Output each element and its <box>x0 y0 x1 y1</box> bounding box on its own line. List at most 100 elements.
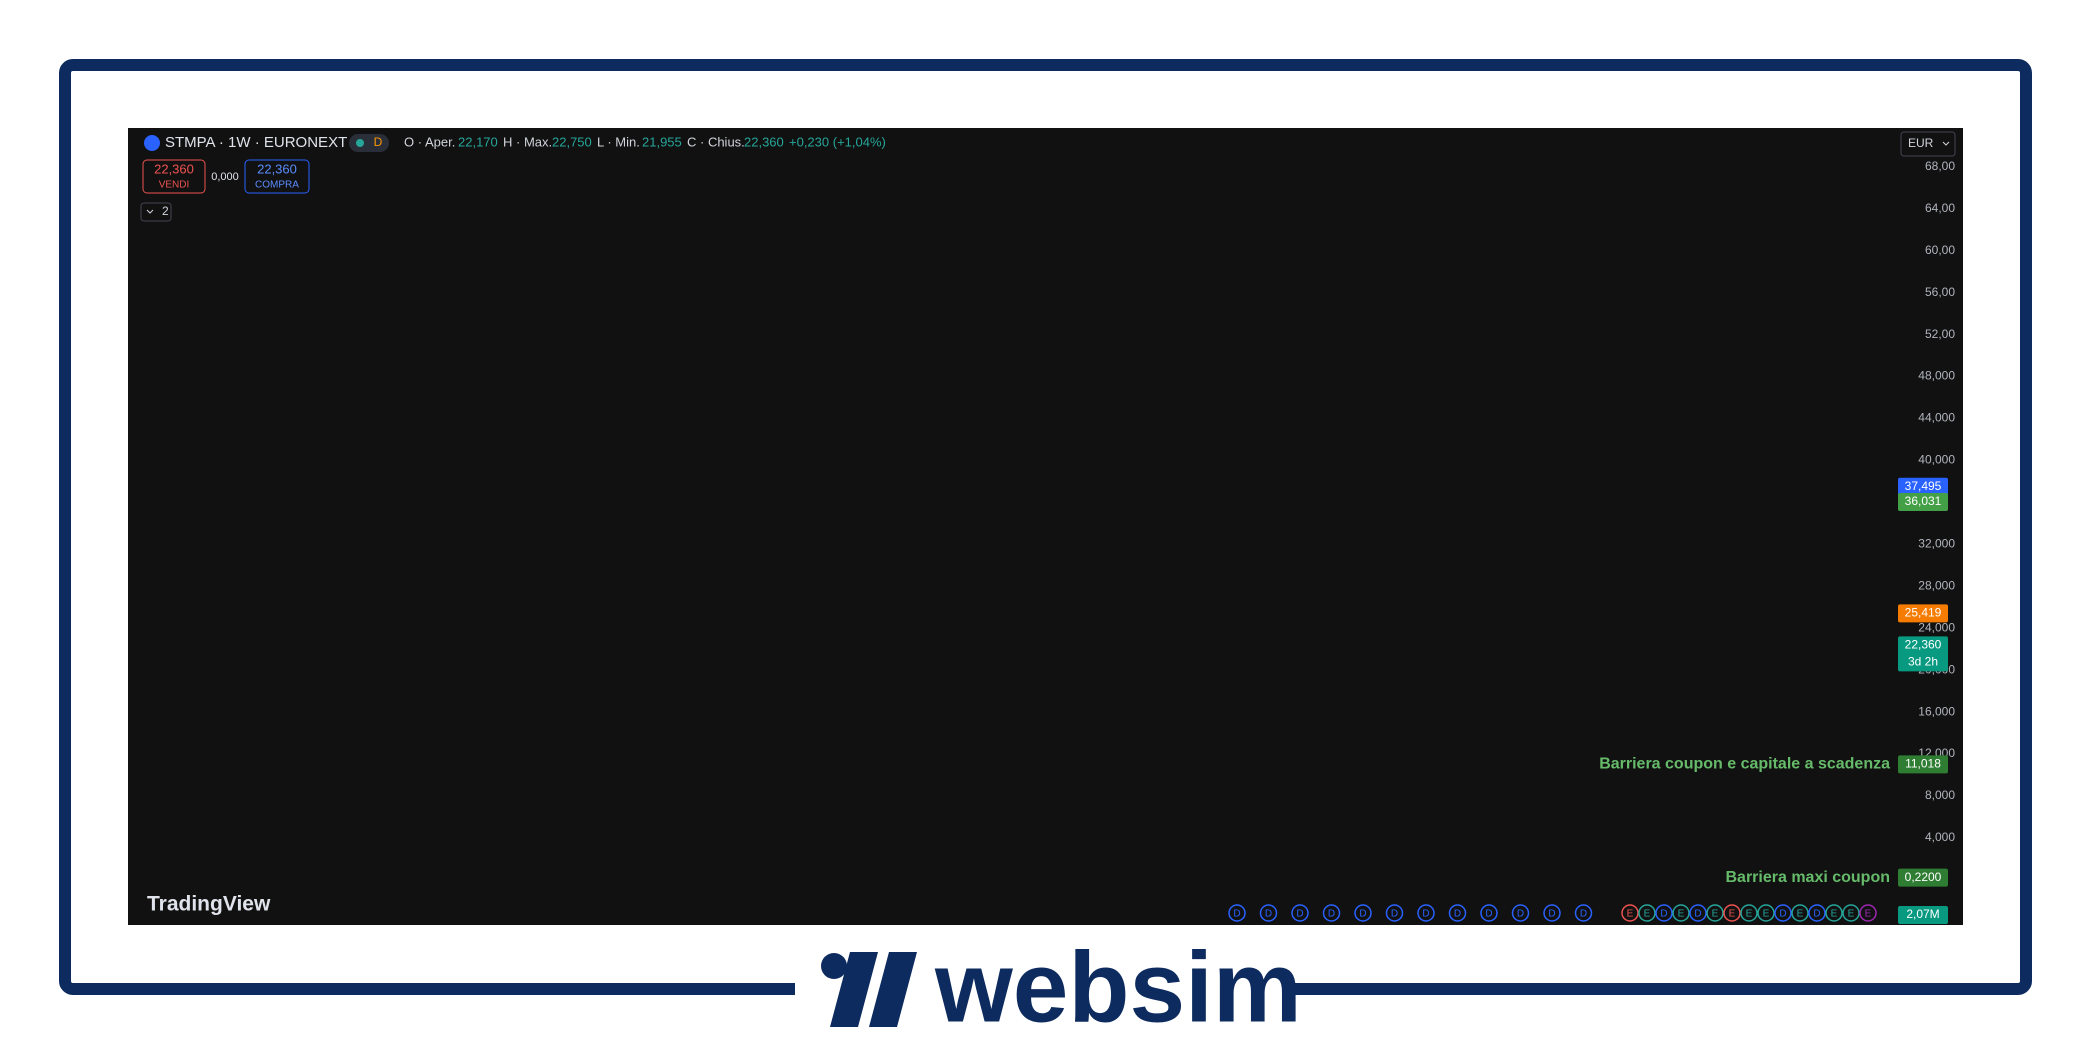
chevron <box>146 209 154 214</box>
event-icon[interactable] <box>1448 904 1467 922</box>
event-icon[interactable] <box>1259 904 1278 922</box>
event-letter: D <box>1694 909 1701 920</box>
event-icon[interactable] <box>1672 904 1690 922</box>
axis-value-label: 25,419 <box>1905 606 1942 620</box>
event-letter: D <box>1548 909 1555 920</box>
y-tick-label: 60,00 <box>1925 243 1955 257</box>
axis-value-label: 22,360 <box>1905 638 1942 652</box>
ohlc-label: L · Min. <box>597 134 640 149</box>
axis-value-box <box>1898 906 1948 924</box>
indicators-count: 2 <box>162 204 169 218</box>
event-letter: E <box>1848 909 1855 920</box>
event-icon[interactable] <box>1322 904 1341 922</box>
ohlc-label: C · Chius. <box>687 134 745 149</box>
y-tick-label: 4,000 <box>1925 830 1955 844</box>
event-icon[interactable] <box>1638 904 1656 922</box>
axis-value-box <box>1898 493 1948 512</box>
ohlc-label: O · Aper. <box>404 134 455 149</box>
ohlc-value: 22,170 <box>458 134 498 149</box>
axis-value-box <box>1898 477 1948 496</box>
event-icon[interactable] <box>1511 904 1530 922</box>
event-icon[interactable] <box>1723 904 1741 922</box>
currency-button[interactable] <box>1900 131 1956 157</box>
spread: 0,000 <box>211 171 239 183</box>
event-icon[interactable] <box>1791 904 1809 922</box>
websim-brand: websim <box>934 931 1302 1043</box>
event-letter: D <box>1454 909 1461 920</box>
event-icon[interactable] <box>1808 904 1826 922</box>
event-icon[interactable] <box>1655 904 1673 922</box>
currency: EUR <box>1908 136 1934 150</box>
axis-value-label: 0,2200 <box>1905 870 1942 884</box>
event-letter: D <box>1265 909 1272 920</box>
toolbar: STMPA · 1W · EURONEXT D O · Aper. 22,170… <box>140 131 1956 916</box>
chart-background <box>128 128 1963 925</box>
axis-value-label: 37,495 <box>1905 479 1942 493</box>
buy-label: COMPRA <box>255 180 299 191</box>
event-letter: E <box>1729 909 1736 920</box>
event-icon[interactable] <box>1706 904 1724 922</box>
buy-price: 22,360 <box>257 161 297 176</box>
event-icon[interactable] <box>1354 904 1372 922</box>
sell-label: VENDI <box>159 180 190 191</box>
event-icon[interactable] <box>1859 904 1877 922</box>
axis-value-box <box>1898 868 1948 887</box>
y-tick-label: 32,000 <box>1918 536 1955 550</box>
event-letter: E <box>1712 909 1719 920</box>
barrier-label: Barriera coupon e capitale a scadenza <box>1599 756 1890 773</box>
event-icon[interactable] <box>1621 904 1639 922</box>
ohlc-label: H · Max. <box>503 134 552 149</box>
event-letter: D <box>1422 909 1429 920</box>
event-letter: E <box>1746 909 1753 920</box>
event-letter: D <box>1580 909 1587 920</box>
event-letter: E <box>1678 909 1685 920</box>
event-letter: E <box>1831 909 1838 920</box>
event-letter: D <box>1328 909 1335 920</box>
event-icon[interactable] <box>1740 904 1758 922</box>
axis-value-box <box>1898 755 1948 774</box>
chevron <box>1942 141 1950 146</box>
y-tick-label: 56,00 <box>1925 285 1955 299</box>
event-icon[interactable] <box>1385 904 1404 922</box>
event-icon[interactable] <box>1417 904 1435 922</box>
event-icon[interactable] <box>1825 904 1843 922</box>
y-tick-label: 8,000 <box>1925 788 1955 802</box>
event-icon[interactable] <box>1574 904 1593 922</box>
y-tick-label: 16,000 <box>1918 704 1955 718</box>
event-letter: E <box>1644 909 1651 920</box>
event-icon[interactable] <box>1757 904 1775 922</box>
event-icon[interactable] <box>1689 904 1707 922</box>
sell-button[interactable] <box>142 159 206 194</box>
event-letter: E <box>1627 909 1634 920</box>
event-icon[interactable] <box>1543 904 1561 922</box>
y-tick-label: 28,000 <box>1918 578 1955 592</box>
session-dot <box>356 139 364 147</box>
symbol-logo <box>144 135 160 151</box>
event-icon[interactable] <box>1842 904 1860 922</box>
event-icon[interactable] <box>1291 904 1309 922</box>
indicators-toggle[interactable] <box>140 202 172 222</box>
countdown: 3d 2h <box>1908 655 1938 669</box>
event-letter: D <box>1660 909 1667 920</box>
event-icon[interactable] <box>1480 904 1498 922</box>
symbol[interactable]: STMPA · 1W · EURONEXT <box>165 134 347 151</box>
session: D <box>374 135 383 149</box>
change: +0,230 (+1,04%) <box>789 134 886 149</box>
event-letter: D <box>1517 909 1524 920</box>
y-tick-label: 48,000 <box>1918 369 1955 383</box>
y-tick-label: 40,000 <box>1918 453 1955 467</box>
event-icon[interactable] <box>1774 904 1792 922</box>
event-letter: D <box>1779 909 1786 920</box>
event-letter: D <box>1485 909 1492 920</box>
y-tick-label: 68,00 <box>1925 159 1955 173</box>
axis-value-label: 2,07M <box>1906 907 1939 921</box>
event-letter: D <box>1391 909 1398 920</box>
event-icon[interactable] <box>1228 904 1246 922</box>
ohlc-value: 22,360 <box>744 134 784 149</box>
y-tick-label: 52,00 <box>1925 327 1955 341</box>
buy-button[interactable] <box>244 159 310 194</box>
websim-logo-mark <box>821 952 917 1027</box>
